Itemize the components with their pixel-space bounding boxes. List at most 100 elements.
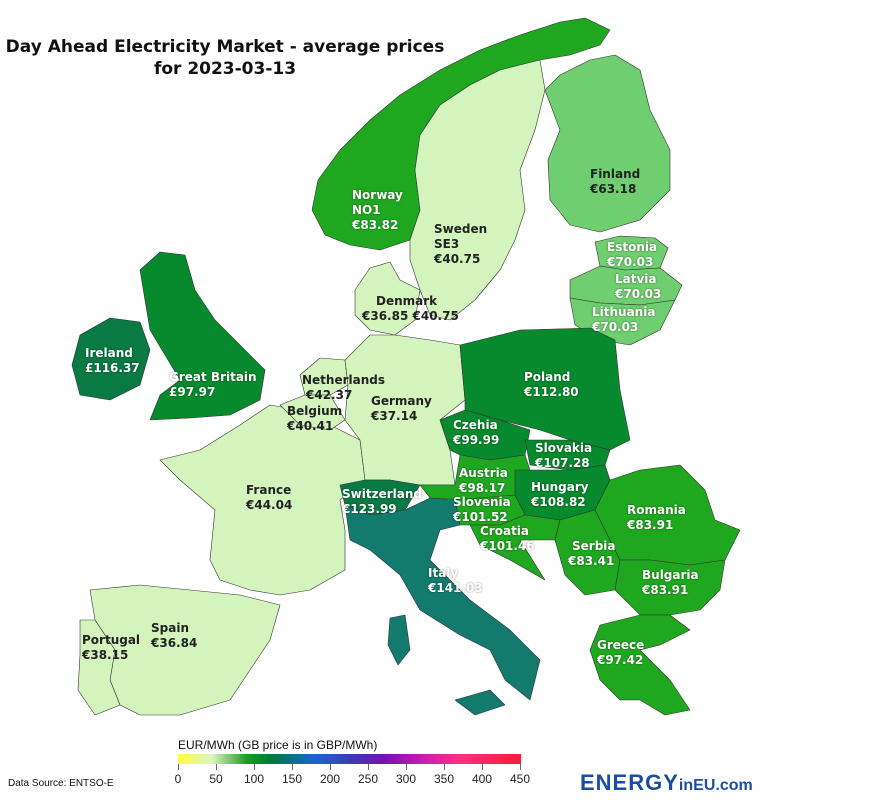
label-sweden: Sweden SE3 €40.75 (434, 222, 487, 267)
region-price: €97.42 (597, 653, 644, 667)
label-serbia: Serbia €83.41 (568, 539, 616, 569)
region-denmark[interactable] (354, 261, 421, 336)
region-ireland[interactable] (71, 317, 151, 401)
label-romania: Romania €83.91 (627, 503, 686, 533)
label-latvia: Latvia €70.03 (615, 272, 661, 302)
region-price: €83.91 (627, 518, 674, 532)
region-portugal[interactable] (77, 619, 121, 716)
region-sweden[interactable] (409, 59, 546, 321)
region-price: €38.15 (82, 648, 129, 662)
tick-label: 250 (357, 772, 379, 786)
region-price-dk1: €36.85 (362, 309, 409, 323)
region-name: Great Britain (169, 370, 257, 384)
region-name: Denmark (376, 294, 438, 308)
region-price: €83.41 (568, 554, 615, 568)
region-name: Czehia (453, 418, 498, 432)
tick-mark (330, 764, 331, 770)
label-czehia: Czehia €99.99 (453, 418, 499, 448)
region-name: Switzerland (342, 487, 422, 501)
tick-mark (368, 764, 369, 770)
region-name: Finland (590, 167, 641, 181)
region-croatia[interactable] (469, 514, 561, 581)
label-austria: Austria €98.17 (459, 466, 508, 496)
region-price: €40.41 (287, 419, 334, 433)
label-poland: Poland €112.80 (524, 370, 579, 400)
label-netherlands: Netherlands €42.37 (302, 373, 385, 403)
region-germany[interactable] (344, 334, 466, 486)
region-france[interactable] (159, 404, 366, 596)
region-price: €63.18 (590, 182, 637, 196)
region-price: €40.75 (434, 252, 481, 266)
label-slovakia: Slovakia €107.28 (535, 441, 592, 471)
label-norway: Norway NO1 €83.82 (352, 188, 403, 233)
region-price: €70.03 (615, 287, 662, 301)
label-finland: Finland €63.18 (590, 167, 640, 197)
label-france: France €44.04 (246, 483, 292, 513)
region-price: €70.03 (592, 320, 639, 334)
legend-title: EUR/MWh (GB price is in GBP/MWh) (178, 738, 378, 752)
data-source: Data Source: ENTSO-E (8, 778, 114, 789)
region-price: £116.37 (85, 361, 140, 375)
label-croatia: Croatia €101.46 (480, 524, 535, 554)
label-germany: Germany €37.14 (371, 394, 432, 424)
region-name: Croatia (480, 524, 530, 538)
region-italy[interactable] (344, 497, 541, 701)
label-lithuania: Lithuania €70.03 (592, 305, 655, 335)
region-name: Romania (627, 503, 686, 517)
region-finland[interactable] (544, 54, 671, 233)
region-price: €141.03 (428, 581, 483, 595)
tick-mark (292, 764, 293, 770)
region-price: €44.04 (246, 498, 293, 512)
region-great-britain[interactable] (139, 251, 266, 421)
tick-label: 50 (209, 772, 223, 786)
region-price: €42.37 (306, 388, 353, 402)
tick-mark (482, 764, 483, 770)
region-greece[interactable] (589, 614, 691, 716)
brand-logo[interactable]: ENERGYinEU.com (580, 770, 753, 796)
region-name: Lithuania (592, 305, 656, 319)
region-name: Ireland (85, 346, 133, 360)
region-zone: NO1 (352, 203, 381, 217)
tick-label: 450 (509, 772, 531, 786)
tick-label: 300 (395, 772, 417, 786)
legend-color-scale (178, 754, 521, 764)
tick-label: 150 (281, 772, 303, 786)
region-price: €108.82 (531, 495, 586, 509)
label-bulgaria: Bulgaria €83.91 (642, 568, 699, 598)
region-bulgaria[interactable] (614, 559, 726, 616)
label-ireland: Ireland £116.37 (85, 346, 140, 376)
region-name: Serbia (572, 539, 616, 553)
tick-label: 0 (174, 772, 182, 786)
region-sardinia[interactable] (387, 614, 411, 666)
label-greece: Greece €97.42 (597, 638, 644, 668)
label-belgium: Belgium €40.41 (287, 404, 342, 434)
tick-mark (406, 764, 407, 770)
label-italy: Italy €141.03 (428, 566, 483, 596)
region-name: Bulgaria (642, 568, 699, 582)
region-price: €37.14 (371, 409, 418, 423)
region-name: Germany (371, 394, 432, 408)
region-sicily[interactable] (454, 689, 506, 716)
region-name: Portugal (82, 633, 141, 647)
region-austria[interactable] (419, 454, 531, 501)
region-price: €83.82 (352, 218, 399, 232)
region-zone: SE3 (434, 237, 460, 251)
title-line-2: for 2023-03-13 (153, 59, 297, 79)
region-name: Latvia (615, 272, 657, 286)
region-price: €123.99 (342, 502, 397, 516)
label-portugal: Portugal €38.15 (82, 633, 140, 663)
tick-label: 100 (243, 772, 265, 786)
tick-mark (444, 764, 445, 770)
region-price: €36.84 (151, 636, 198, 650)
region-name: Netherlands (302, 373, 386, 387)
region-price: €98.17 (459, 481, 506, 495)
label-spain: Spain €36.84 (151, 621, 197, 651)
region-price-dk2: €40.75 (412, 309, 459, 323)
tick-mark (216, 764, 217, 770)
region-price: €112.80 (524, 385, 579, 399)
region-name: Sweden (434, 222, 488, 236)
region-name: Poland (524, 370, 571, 384)
region-name: Hungary (531, 480, 589, 494)
label-hungary: Hungary €108.82 (531, 480, 589, 510)
